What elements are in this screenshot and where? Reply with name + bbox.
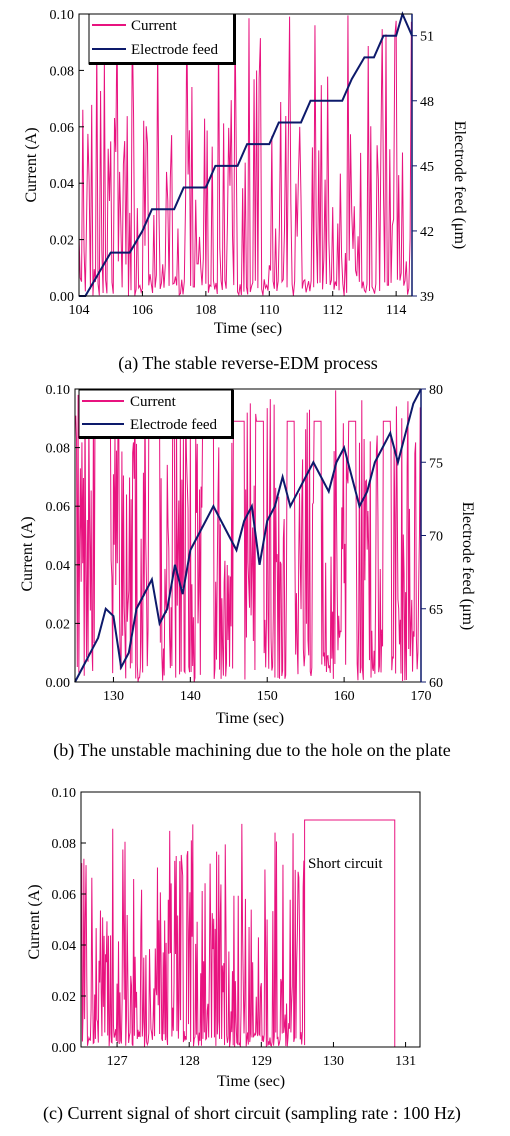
x-tick-label: 170: [411, 689, 432, 704]
y-tick-label: 0.02: [50, 234, 75, 249]
chart-a-electrode-feed-series: [79, 11, 413, 297]
y-tick-label: 0.02: [52, 990, 77, 1005]
chart-b-x-label: Time (sec): [216, 710, 284, 727]
x-tick-label: 130: [103, 689, 124, 704]
chart-a-x-label: Time (sec): [214, 320, 282, 337]
y-tick-label: 0.08: [46, 442, 71, 457]
chart-a-legend: Current Electrode feed: [88, 13, 236, 65]
y-tick-label: 0.10: [46, 383, 71, 398]
y-tick-label: 0.06: [46, 500, 71, 515]
x-tick-label: 129: [251, 1054, 272, 1069]
chart-a-x-axis: 104 106 108 110 112 114: [69, 291, 406, 318]
x-tick-label: 108: [195, 303, 216, 318]
electrode-feed-line: [79, 11, 413, 297]
x-tick-label: 114: [386, 303, 406, 318]
chart-c-caption: (c) Current signal of short circuit (sam…: [43, 1103, 461, 1124]
y-tick-label: 0.06: [50, 121, 75, 136]
x-tick-label: 110: [259, 303, 279, 318]
chart-a-current-series: [78, 15, 412, 297]
x-tick-label: 127: [107, 1054, 128, 1069]
chart-a: 104 106 108 110 112 114 0.000.020.040.060.080…: [23, 8, 468, 374]
chart-b-y2-label: Electrode feed (μm): [459, 502, 476, 631]
chart-c-annotation-short-circuit: Short circuit: [308, 856, 383, 872]
chart-b-y2-axis: 60 65 70 75 80: [420, 383, 443, 691]
x-tick-label: 104: [69, 303, 90, 318]
x-tick-label: 140: [180, 689, 201, 704]
chart-a-y2-label: Electrode feed (μm): [451, 121, 468, 250]
chart-b-x-axis: 130 140 150 160 170: [103, 677, 432, 704]
chart-a-y-label: Current (A): [23, 127, 40, 202]
y-tick-label: 0.08: [52, 837, 77, 852]
chart-a-legend-current: Current: [131, 18, 178, 34]
chart-a-legend-feed: Electrode feed: [131, 42, 219, 58]
electrode-feed-line: [74, 388, 422, 683]
y2-tick-label: 65: [429, 603, 443, 618]
y-tick-label: 0.04: [52, 939, 77, 954]
chart-b-legend: Current Electrode feed: [78, 389, 234, 439]
x-tick-label: 112: [322, 303, 342, 318]
current-line: [78, 15, 412, 297]
chart-b-current-series: [74, 390, 422, 683]
y-tick-label: 0.00: [46, 676, 71, 691]
y-tick-label: 0.08: [50, 64, 75, 79]
chart-c-y-label: Current (A): [26, 884, 43, 959]
chart-b-electrode-feed-series: [74, 388, 422, 683]
y-tick-label: 0.02: [46, 617, 71, 632]
y2-tick-label: 42: [420, 225, 434, 240]
y2-tick-label: 45: [420, 160, 434, 175]
x-tick-label: 128: [179, 1054, 200, 1069]
y-tick-label: 0.04: [50, 177, 75, 192]
chart-b-legend-feed: Electrode feed: [130, 417, 218, 433]
y-tick-label: 0.00: [50, 290, 75, 305]
current-line: [74, 390, 422, 683]
y2-tick-label: 80: [429, 383, 443, 398]
chart-a-y2-axis: 39 42 45 48 51: [411, 14, 434, 305]
y2-tick-label: 70: [429, 530, 443, 545]
y2-tick-label: 75: [429, 456, 443, 471]
y2-tick-label: 51: [420, 30, 434, 45]
chart-c-y-axis: 0.00 0.02 0.04 0.06 0.08 0.10: [52, 786, 86, 1056]
chart-b: 130 140 150 160 170 0.00 0.02 0.04 0.06 0.08 0.10…: [19, 383, 476, 761]
x-tick-label: 106: [132, 303, 153, 318]
y2-tick-label: 39: [420, 290, 434, 305]
y2-tick-label: 48: [420, 95, 434, 110]
chart-c-x-label: Time (sec): [217, 1073, 285, 1090]
x-tick-label: 150: [257, 689, 278, 704]
chart-a-y-axis: 0.00 0.02 0.04 0.06 0.08 0.10: [50, 8, 84, 305]
x-tick-label: 131: [395, 1054, 416, 1069]
y-tick-label: 0.06: [52, 888, 77, 903]
chart-b-legend-current: Current: [130, 394, 177, 410]
chart-b-y-axis: 0.00 0.02 0.04 0.06 0.08 0.10: [46, 383, 80, 691]
chart-c-plot-frame: [80, 791, 421, 1048]
chart-c-x-axis: 127 128 129 130 131: [107, 1042, 416, 1069]
x-tick-label: 130: [323, 1054, 344, 1069]
chart-c-current-series: [80, 819, 420, 1048]
chart-b-caption: (b) The unstable machining due to the ho…: [53, 740, 451, 761]
chart-a-caption: (a) The stable reverse-EDM process: [118, 353, 378, 374]
y-tick-label: 0.04: [46, 559, 71, 574]
chart-c: 127 128 129 130 131 0.00 0.02 0.04 0.06 0.08 0.10…: [26, 786, 461, 1124]
y-tick-label: 0.00: [52, 1041, 77, 1056]
x-tick-label: 160: [334, 689, 355, 704]
y-tick-label: 0.10: [50, 8, 75, 23]
y2-tick-label: 60: [429, 676, 443, 691]
y-tick-label: 0.10: [52, 786, 77, 801]
current-line: [80, 819, 420, 1048]
chart-b-y-label: Current (A): [19, 516, 36, 591]
